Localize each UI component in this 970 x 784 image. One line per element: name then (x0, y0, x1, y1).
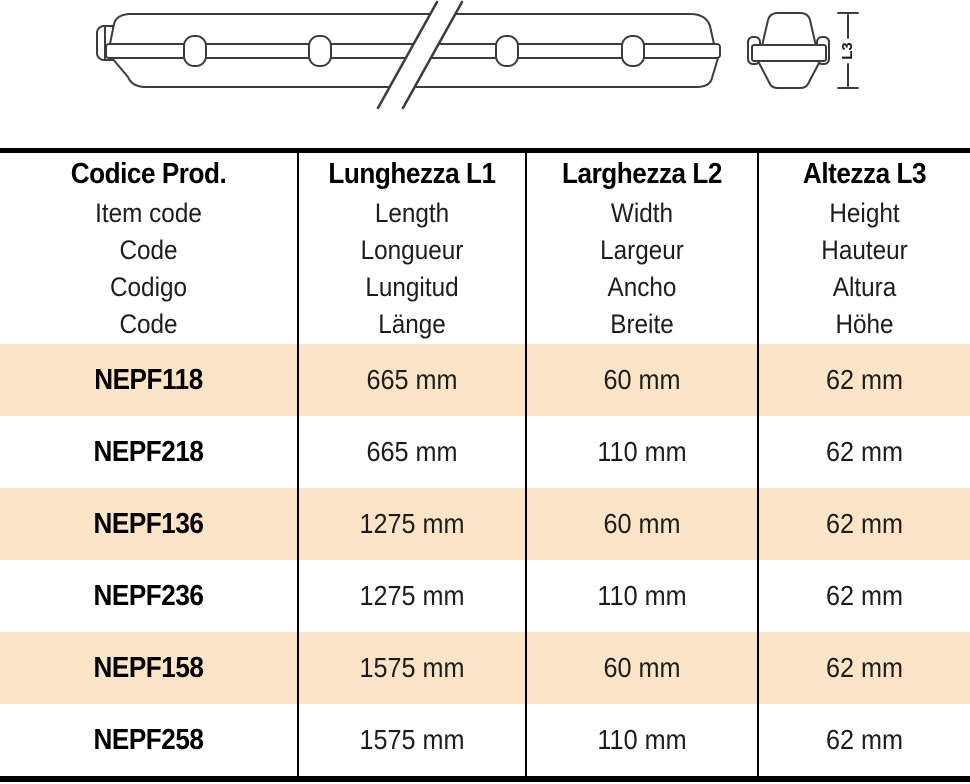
height-cell: 62 mm (757, 488, 970, 560)
height-cell: 62 mm (757, 704, 970, 776)
item-code-cell: NEPF236 (0, 560, 297, 632)
length-cell: 1275 mm (297, 488, 525, 560)
width-cell: 60 mm (525, 488, 757, 560)
table-row: NEPF258 1575 mm 110 mm 62 mm (0, 704, 970, 776)
column-subtitle: Item code (95, 198, 202, 228)
width-cell: 110 mm (525, 704, 757, 776)
table-top-border (0, 148, 970, 153)
column-title: Larghezza L2 (562, 158, 722, 190)
header-length: Lunghezza L1 Length Longueur Lungitud Lä… (297, 153, 525, 344)
column-title: Lunghezza L1 (328, 158, 496, 190)
item-code-cell: NEPF136 (0, 488, 297, 560)
luminaire-side-view (96, 0, 721, 110)
header-height: Altezza L3 Height Hauteur Altura Höhe (757, 153, 970, 344)
height-cell: 62 mm (757, 632, 970, 704)
column-subtitle: Höhe (835, 309, 894, 339)
table-row: NEPF136 1275 mm 60 mm 62 mm (0, 488, 970, 560)
item-code: NEPF118 (94, 363, 203, 396)
width-cell: 110 mm (525, 560, 757, 632)
item-code-cell: NEPF118 (0, 344, 297, 416)
header-item-code: Codice Prod. Item code Code Codigo Code (0, 153, 297, 344)
column-title: Codice Prod. (70, 158, 227, 190)
length-cell: 1575 mm (297, 704, 525, 776)
column-subtitle: Code (119, 309, 178, 339)
width-value: 60 mm (603, 364, 681, 395)
length-value: 665 mm (366, 364, 458, 395)
luminaire-drawing-svg: L3 (96, 0, 859, 110)
header-width: Larghezza L2 Width Largeur Ancho Breite (525, 153, 757, 344)
height-value: 62 mm (825, 580, 904, 611)
column-subtitle: Breite (610, 309, 674, 339)
table-header: Codice Prod. Item code Code Codigo Code … (0, 153, 970, 344)
table-row: NEPF158 1575 mm 60 mm 62 mm (0, 632, 970, 704)
length-value: 665 mm (366, 436, 458, 467)
column-subtitle: Länge (378, 309, 446, 339)
item-code-cell: NEPF158 (0, 632, 297, 704)
height-value: 62 mm (825, 724, 904, 755)
item-code-cell: NEPF258 (0, 704, 297, 776)
width-value: 60 mm (603, 652, 681, 683)
height-cell: 62 mm (757, 344, 970, 416)
specification-table: Codice Prod. Item code Code Codigo Code … (0, 148, 970, 782)
height-value: 62 mm (825, 436, 904, 467)
end-view-top-cap (761, 12, 817, 47)
width-value: 110 mm (597, 724, 687, 755)
l3-dimension: L3 (837, 12, 859, 89)
width-cell: 60 mm (525, 632, 757, 704)
length-cell: 665 mm (297, 344, 525, 416)
table-row: NEPF218 665 mm 110 mm 62 mm (0, 416, 970, 488)
height-value: 62 mm (825, 652, 904, 683)
column-subtitle: Length (374, 198, 450, 228)
technical-drawing: L3 (0, 0, 970, 148)
height-value: 62 mm (825, 508, 904, 539)
column-subtitle: Longueur (360, 235, 464, 265)
length-value: 1575 mm (359, 724, 465, 755)
column-subtitle: Hauteur (821, 235, 908, 265)
length-value: 1575 mm (359, 652, 465, 683)
column-subtitle: Code (119, 235, 178, 265)
retaining-clips (183, 35, 645, 67)
length-value: 1275 mm (359, 580, 465, 611)
length-value: 1275 mm (359, 508, 465, 539)
item-code: NEPF136 (93, 507, 204, 540)
item-code: NEPF158 (93, 651, 204, 684)
table-row: NEPF236 1275 mm 110 mm 62 mm (0, 560, 970, 632)
width-value: 60 mm (603, 508, 681, 539)
item-code: NEPF258 (93, 723, 204, 756)
item-code: NEPF236 (93, 579, 204, 612)
end-view-bottom-body (757, 60, 821, 89)
width-cell: 110 mm (525, 416, 757, 488)
break-lines (376, 0, 464, 110)
column-subtitle: Altura (832, 272, 897, 302)
l3-dimension-label: L3 (839, 42, 856, 60)
luminaire-end-view (747, 12, 830, 89)
column-subtitle: Width (610, 198, 674, 228)
end-view-seam-band (751, 44, 827, 62)
width-value: 110 mm (597, 580, 687, 611)
width-value: 110 mm (597, 436, 687, 467)
column-title: Altezza L3 (802, 158, 927, 190)
table-row: NEPF118 665 mm 60 mm 62 mm (0, 344, 970, 416)
column-subtitle: Codigo (109, 272, 188, 302)
item-code: NEPF218 (93, 435, 204, 468)
length-cell: 1575 mm (297, 632, 525, 704)
length-cell: 665 mm (297, 416, 525, 488)
length-cell: 1275 mm (297, 560, 525, 632)
column-subtitle: Largeur (600, 235, 684, 265)
width-cell: 60 mm (525, 344, 757, 416)
column-subtitle: Ancho (607, 272, 677, 302)
height-cell: 62 mm (757, 416, 970, 488)
column-subtitle: Lungitud (365, 272, 459, 302)
item-code-cell: NEPF218 (0, 416, 297, 488)
height-cell: 62 mm (757, 560, 970, 632)
column-subtitle: Height (829, 198, 900, 228)
height-value: 62 mm (825, 364, 904, 395)
table-bottom-border (0, 776, 970, 782)
